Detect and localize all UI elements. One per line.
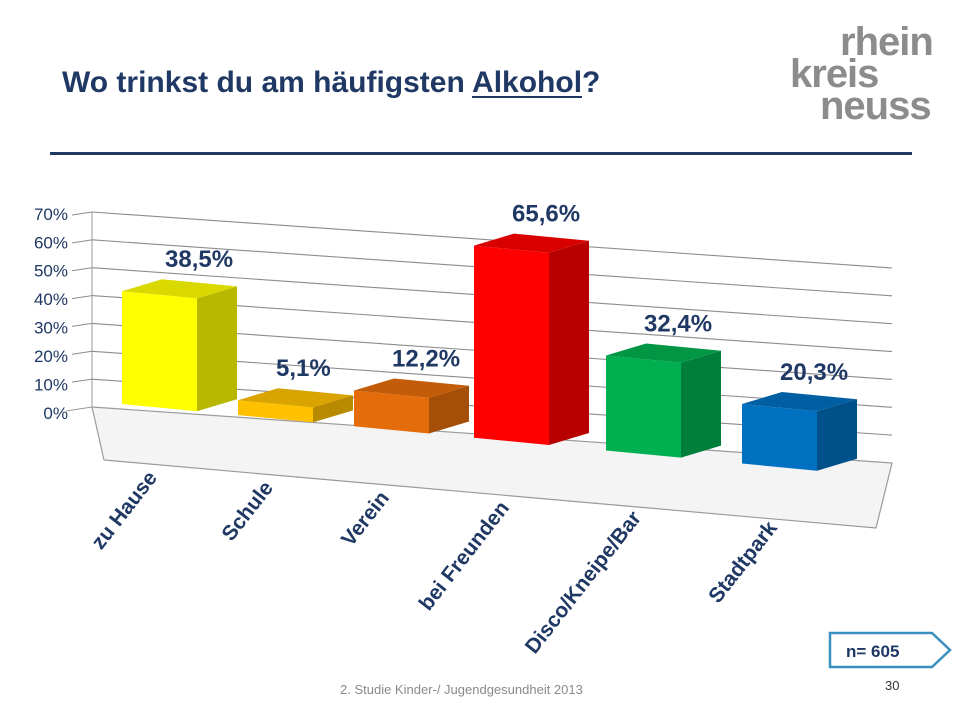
bar-front — [238, 400, 313, 423]
bar-front — [122, 291, 197, 412]
y-axis-ticks: 0% 10% 20% 30% 40% 50% 60% 70% — [34, 205, 68, 423]
chart-bars — [122, 233, 857, 471]
gridline-stub — [71, 322, 93, 327]
title-divider — [50, 152, 912, 155]
logo-line-3: neuss — [820, 84, 932, 128]
bar-side — [549, 240, 589, 445]
y-tick-label: 30% — [34, 319, 68, 338]
gridline-stub — [71, 378, 93, 383]
page-number: 30 — [885, 678, 900, 693]
y-tick-label: 10% — [34, 376, 68, 395]
gridline-stub — [71, 350, 93, 355]
title-prefix: Wo trinkst du am häufigsten — [62, 66, 473, 99]
category-label: zu Hause — [87, 467, 162, 554]
bar-front — [606, 355, 681, 458]
bar-side — [817, 399, 857, 471]
bar — [354, 378, 469, 434]
y-tick-label: 20% — [34, 347, 68, 366]
bar-chart: 0% 10% 20% 30% 40% 50% 60% 70% 38,5% 5,1% 12,2% 65… — [34, 201, 893, 658]
data-label: 5,1% — [276, 355, 331, 382]
y-tick-label: 50% — [34, 262, 68, 281]
y-tick-label: 60% — [34, 233, 68, 252]
data-labels: 38,5% 5,1% 12,2% 65,6% 32,4% 20,3% — [165, 201, 848, 386]
gridline-stub — [71, 267, 93, 272]
bar — [742, 392, 857, 471]
bar — [606, 343, 721, 458]
y-tick-label: 0% — [43, 404, 68, 423]
axis-corner — [65, 406, 93, 412]
bar — [238, 388, 353, 423]
bar-top — [354, 378, 469, 398]
bar-front — [474, 245, 549, 445]
sample-size-badge: n= 605 — [828, 631, 952, 669]
logo-line-2: kreis — [790, 52, 879, 96]
bar-front — [742, 404, 817, 471]
gridline — [91, 211, 893, 269]
bar-top — [474, 233, 589, 253]
data-label: 38,5% — [165, 246, 233, 273]
category-label: Disco/Kneipe/Bar — [521, 507, 646, 658]
rhein-kreis-neuss-logo: rhein kreis neuss — [790, 20, 934, 126]
title-keyword: Alkohol — [472, 66, 583, 99]
bar — [122, 279, 237, 412]
data-label: 65,6% — [512, 201, 580, 228]
category-label: Verein — [337, 487, 394, 551]
gridline-stub — [71, 211, 93, 216]
data-label: 20,3% — [780, 359, 848, 386]
category-label: bei Freunden — [415, 497, 514, 615]
gridline-stub — [71, 295, 93, 300]
gridline-stub — [71, 239, 93, 244]
bar-front — [354, 390, 429, 434]
data-label: 12,2% — [392, 346, 460, 373]
logo-line-1: rhein — [840, 20, 934, 64]
footer-text: 2. Studie Kinder-/ Jugendgesundheit 2013 — [340, 682, 583, 697]
bar-side — [313, 395, 353, 423]
y-tick-label: 70% — [34, 205, 68, 224]
title-suffix: ? — [582, 66, 601, 99]
bar-side — [681, 350, 721, 458]
badge-label: n= 605 — [846, 642, 899, 661]
data-label: 32,4% — [644, 311, 712, 338]
bar-side — [197, 286, 237, 412]
category-label: Stadtpark — [704, 517, 782, 608]
bar-top — [238, 388, 353, 408]
bar-top — [742, 392, 857, 412]
bar-top — [122, 279, 237, 299]
badge-arrow-shape — [828, 631, 952, 669]
bar-top — [606, 343, 721, 363]
category-label: Schule — [217, 477, 278, 545]
bar — [474, 233, 589, 445]
bar-side — [429, 385, 469, 434]
y-tick-label: 40% — [34, 290, 68, 309]
page-title: Wo trinkst du am häufigsten Alkohol? — [62, 66, 600, 100]
